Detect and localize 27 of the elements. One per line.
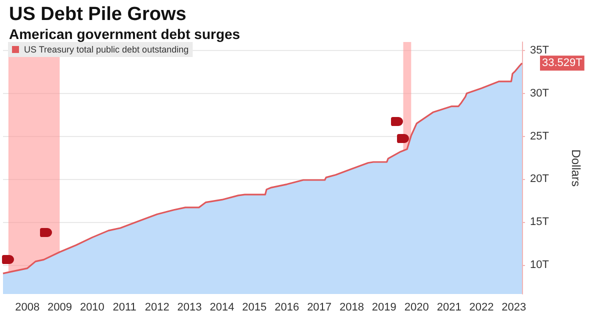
chart-title: US Debt Pile Grows (9, 4, 186, 25)
x-tick-label: 2023 (502, 302, 526, 314)
x-tick-label: 2010 (80, 302, 104, 314)
x-tick-label: 2011 (112, 302, 136, 314)
x-tick-label: 2008 (15, 302, 40, 314)
data-label: 33.529T (542, 57, 583, 70)
y-tick-label: 10T (530, 258, 550, 271)
x-tick-label: 2009 (48, 302, 72, 314)
y-tick-label: 20T (530, 173, 550, 186)
y-tick-label: 15T (530, 216, 550, 228)
y-tick-label: 25T (530, 130, 550, 142)
y-axis-title: Dollars (569, 149, 583, 187)
x-tick-label: 2014 (210, 302, 234, 314)
x-tick-label: 2016 (274, 302, 300, 314)
x-tick-label: 2019 (372, 302, 396, 314)
x-tick-label: 2018 (339, 302, 364, 314)
x-tick-label: 2015 (242, 302, 267, 314)
x-tick-label: 2020 (404, 302, 429, 314)
x-tick-label: 2013 (177, 302, 202, 314)
chart-subtitle: American government debt surges (9, 26, 240, 42)
x-tick-label: 2012 (144, 302, 170, 314)
y-tick-label: 30T (530, 87, 550, 100)
y-tick-label: 35T (530, 44, 550, 57)
x-tick-label: 2017 (307, 302, 332, 314)
x-tick-label: 2022 (469, 302, 494, 314)
x-tick-label: 2021 (436, 302, 462, 314)
legend-label: US Treasury total public debt outstanding (24, 44, 189, 54)
